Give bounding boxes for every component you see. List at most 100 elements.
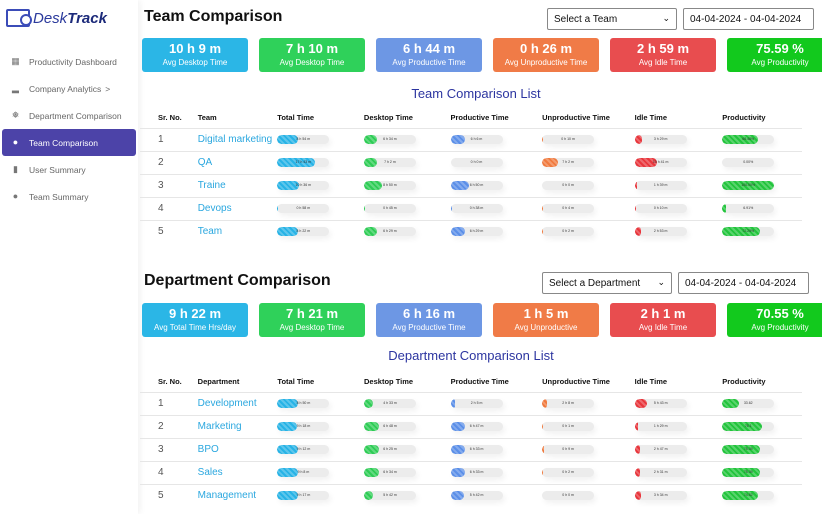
productivity-cell: 72.25%	[722, 219, 802, 243]
progress-text: 0.00%	[743, 160, 754, 164]
progress-text: 72.25%	[742, 229, 755, 234]
idle-progress-bar: 3 h 29 m	[634, 135, 687, 144]
sr-no: 1	[140, 127, 198, 151]
progress-fill	[634, 158, 657, 167]
team-date-range[interactable]: 04-04-2024 - 04-04-2024	[683, 8, 814, 30]
progress-text: 10 h 36 m	[295, 183, 312, 187]
team-name-link[interactable]: QA	[197, 150, 278, 174]
progress-fill	[277, 204, 279, 213]
logo[interactable]: DeskTrack	[0, 0, 138, 36]
department-name-link[interactable]: BPO	[197, 437, 278, 461]
progress-fill	[363, 135, 377, 144]
stat-card: 1 h 5 m Avg Unproductive	[493, 303, 599, 337]
grid-icon: ▦	[11, 56, 20, 66]
idle-cell: 2 h 53 m	[634, 219, 723, 243]
unproductive-cell: 7 h 2 m	[542, 150, 635, 174]
productivity-progress-bar: 72.25%	[722, 227, 775, 237]
productive-cell: 2 h 5 m	[450, 391, 543, 415]
progress-fill	[634, 181, 637, 190]
desktop-progress-bar: 8 h 50 m	[363, 181, 416, 190]
total-cell: 9 h 18 m	[277, 414, 365, 438]
idle-progress-bar: 1 h 39 m	[634, 181, 687, 190]
progress-text: 6 h 34 m	[383, 137, 397, 141]
sidebar-item-label: Team Comparison	[29, 137, 98, 148]
productive-progress-bar: 6 h 6 m	[450, 135, 503, 144]
sidebar-item-company-analytics[interactable]: ▂ Company Analytics >	[2, 75, 136, 102]
desktop-progress-bar: 6 h 48 m	[364, 422, 417, 431]
column-header: Productive Time	[450, 113, 509, 123]
table-header: Sr. No. Team Total Time Desktop Time Product…	[140, 108, 802, 128]
sidebar-item-team-comparison[interactable]: ● Team Comparison	[2, 129, 136, 156]
team-name-link[interactable]: Traine	[197, 173, 278, 197]
total-progress-bar: 9 h 12 m	[277, 445, 330, 454]
idle-cell: 0 h 10 m	[634, 196, 723, 220]
progress-text: 3 h 29 m	[653, 137, 668, 141]
department-title: Department Comparison	[144, 272, 331, 289]
productive-cell: 6 h 29 m	[450, 219, 543, 243]
department-name-link[interactable]: Management	[197, 483, 278, 507]
progress-fill	[277, 227, 299, 237]
progress-text: 7 h 2 m	[562, 160, 574, 164]
team-select[interactable]: Select a Team ⌄	[547, 8, 677, 30]
sidebar-item-department-comparison[interactable]: ❅ Department Comparison	[2, 102, 136, 129]
progress-fill	[450, 204, 452, 213]
productivity-cell: 6.91%	[722, 196, 802, 220]
progress-text: 6 h 29 m	[383, 229, 397, 234]
progress-fill	[722, 227, 760, 237]
progress-fill	[363, 227, 377, 237]
sidebar-item-label: Productivity Dashboard	[29, 56, 117, 67]
progress-fill	[542, 468, 543, 477]
desktop-cell: 5 h 42 m	[364, 483, 451, 507]
productivity-progress-bar: 76.1	[722, 422, 775, 431]
total-cell: 17 h 43 m	[277, 150, 364, 174]
total-cell: 9 h 12 m	[277, 437, 365, 461]
column-header: Sr. No.	[158, 113, 182, 123]
productive-progress-bar: 6 h 33 m	[450, 445, 503, 454]
stat-card: 2 h 1 m Avg Idle Time	[610, 303, 716, 337]
idle-progress-bar: 2 h 53 m	[634, 227, 687, 237]
table-row: 1 Digital marketing 8 h 54 m 6 h 34 m 6 h 6 …	[140, 127, 802, 151]
team-name-link[interactable]: Digital marketing	[197, 127, 278, 151]
sidebar-item-productivity-dashboard[interactable]: ▦ Productivity Dashboard	[2, 48, 136, 75]
department-name-link[interactable]: Sales	[197, 460, 278, 484]
progress-text: 3 h 34 m	[653, 493, 668, 498]
progress-fill	[450, 135, 466, 144]
department-date-range[interactable]: 04-04-2024 - 04-04-2024	[678, 272, 809, 294]
department-select[interactable]: Select a Department ⌄	[542, 272, 672, 294]
unproductive-cell: 0 h 10 m	[542, 127, 635, 151]
department-list-title: Department Comparison List	[388, 348, 554, 363]
desktop-progress-bar: 0 h 45 m	[363, 204, 416, 213]
desktop-cell: 6 h 25 m	[364, 437, 451, 461]
sidebar-item-user-summary[interactable]: ▮ User Summary	[2, 156, 136, 183]
team-name-link[interactable]: Team	[197, 219, 278, 243]
unproductive-cell: 0 h 2 m	[542, 460, 635, 484]
progress-fill	[450, 422, 466, 431]
productivity-progress-bar: 75.39	[722, 445, 775, 454]
column-header: Team	[197, 113, 217, 123]
sidebar-item-team-summary[interactable]: ● Team Summary	[2, 183, 136, 210]
stat-label: Avg Desktop Time	[279, 58, 345, 67]
total-progress-bar: 9 h 18 m	[277, 422, 330, 431]
progress-text: 0 h 38 m	[469, 206, 484, 210]
idle-progress-bar: 10 h 41 m	[634, 158, 687, 167]
progress-fill	[634, 491, 641, 501]
unproductive-progress-bar: 0 h 0 m	[542, 181, 595, 190]
department-select-value: Select a Department	[549, 278, 641, 289]
idle-cell: 10 h 41 m	[634, 150, 723, 174]
team-list-title: Team Comparison List	[411, 86, 541, 101]
desktop-cell: 6 h 34 m	[364, 460, 451, 484]
progress-text: 6 h 47 m	[469, 424, 484, 428]
department-name-link[interactable]: Marketing	[197, 414, 278, 438]
department-name-link[interactable]: Development	[197, 391, 278, 415]
stat-label: Avg Productive Time	[392, 323, 466, 332]
progress-text: 0 h 2 m	[562, 229, 574, 234]
unproductive-progress-bar: 0 h 0 m	[542, 491, 595, 501]
productivity-cell: 100.00%	[722, 173, 802, 197]
progress-fill	[722, 491, 758, 501]
productivity-progress-bar: 0.00%	[722, 158, 775, 167]
progress-text: 75.39	[743, 470, 753, 474]
team-name-link[interactable]: Devops	[197, 196, 278, 220]
sr-no: 2	[140, 414, 198, 438]
unproductive-cell: 0 h 2 m	[542, 219, 635, 243]
idle-cell: 2 h 47 m	[634, 437, 723, 461]
